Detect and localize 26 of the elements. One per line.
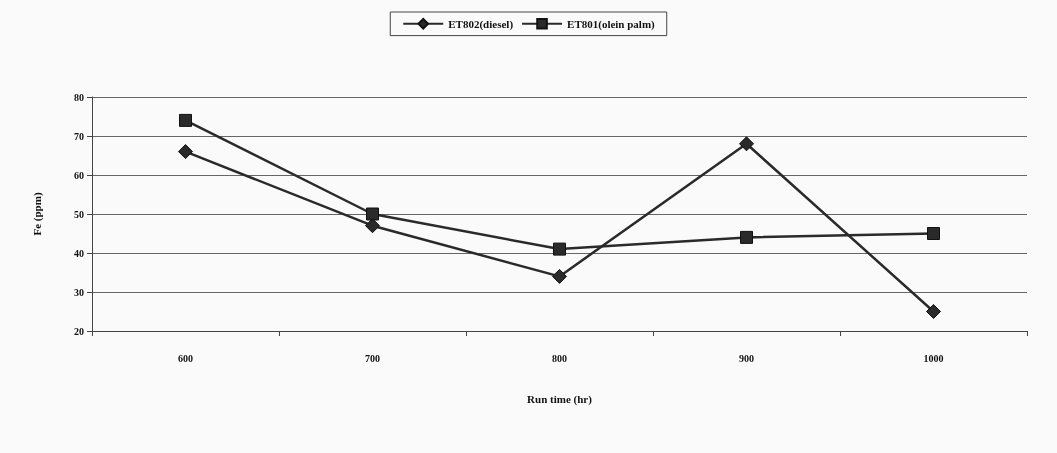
point (179, 113, 192, 127)
point (365, 218, 380, 234)
y-tick-label: 80 (74, 91, 84, 103)
x-tick-label: 800 (552, 352, 567, 364)
x-tick-label: 900 (739, 352, 754, 364)
x-tick-label: 600 (178, 352, 193, 364)
y-tick-label: 60 (74, 169, 84, 181)
y-tick-label: 20 (74, 325, 84, 337)
y-axis-title: Fe (ppm) (30, 192, 44, 236)
point (740, 230, 753, 244)
y-tick-label: 30 (74, 286, 84, 298)
x-axis-title: Run time (hr) (527, 392, 593, 406)
y-tick-label: 70 (74, 130, 84, 142)
point (926, 304, 941, 319)
point (178, 144, 193, 160)
point (366, 207, 379, 221)
legend-label: ET801(olein palm) (567, 17, 656, 31)
point (739, 136, 754, 152)
x-tick-label: 1000 (923, 352, 944, 364)
x-tick-label: 700 (365, 352, 380, 364)
point (552, 268, 567, 284)
y-tick-label: 40 (74, 247, 84, 259)
legend-label: ET802(diesel) (448, 17, 514, 31)
y-tick-label: 50 (74, 208, 84, 220)
point (553, 242, 566, 256)
point (927, 227, 940, 240)
